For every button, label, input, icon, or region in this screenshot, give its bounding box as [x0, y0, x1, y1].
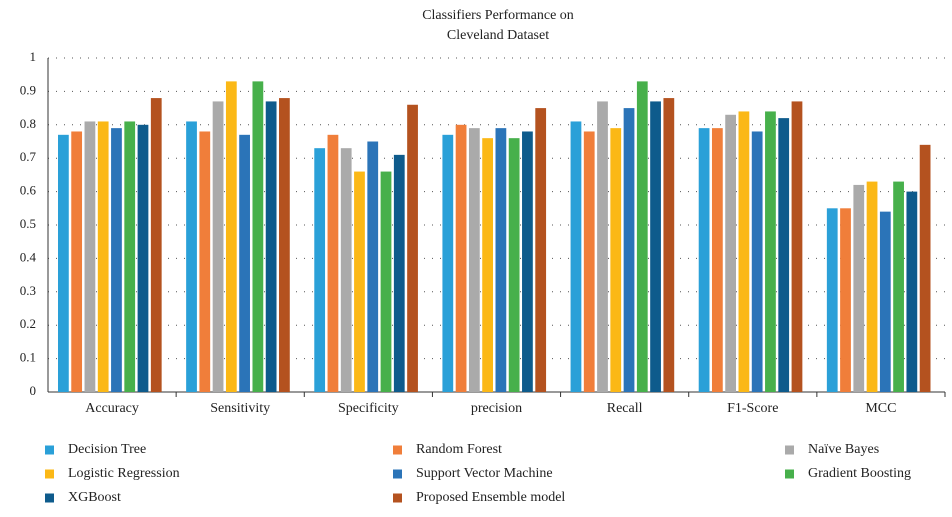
bar — [84, 121, 96, 393]
bar — [354, 171, 365, 392]
bar — [765, 111, 776, 392]
legend-swatch — [45, 469, 54, 479]
bar — [840, 208, 851, 392]
bar — [212, 101, 224, 393]
legend-label: Decision Tree — [68, 442, 146, 457]
x-tick-label: MCC — [865, 401, 896, 416]
chart-title: Classifiers Performance on — [422, 8, 574, 23]
bar — [279, 98, 290, 392]
bar — [738, 111, 750, 392]
bar — [866, 181, 878, 392]
legend-swatch — [45, 493, 54, 503]
y-tick-label: 0.6 — [20, 183, 37, 198]
y-tick-label: 0 — [30, 383, 37, 398]
bar — [778, 118, 790, 393]
legend-label: Naïve Bayes — [808, 442, 879, 457]
bar — [879, 211, 891, 392]
bar — [340, 148, 352, 392]
x-tick-label: Specificity — [338, 401, 399, 416]
bar — [455, 124, 467, 393]
x-tick-label: Accuracy — [85, 401, 139, 416]
legend-swatch — [785, 445, 794, 455]
bar — [495, 128, 507, 392]
bar — [508, 138, 520, 392]
bar — [252, 81, 264, 392]
bar — [650, 101, 661, 393]
bar — [698, 128, 710, 392]
bar — [111, 128, 122, 392]
bar — [239, 134, 250, 392]
bar — [186, 121, 197, 393]
y-tick-label: 0.9 — [20, 82, 36, 97]
legend-swatch — [393, 445, 402, 455]
bar — [610, 128, 622, 392]
y-tick-label: 0.3 — [20, 283, 36, 298]
legend-label: Proposed Ensemble model — [416, 490, 565, 505]
bar — [751, 131, 763, 393]
x-tick-label: Sensitivity — [210, 401, 270, 416]
bar — [535, 108, 547, 392]
bar — [826, 208, 838, 392]
x-tick-label: Recall — [607, 401, 643, 416]
bar — [71, 131, 83, 393]
bar — [380, 171, 392, 392]
legend-label: Gradient Boosting — [808, 466, 911, 481]
legend-swatch — [393, 493, 402, 503]
legend-label: XGBoost — [68, 490, 121, 505]
bar — [150, 98, 162, 392]
x-tick-label: F1-Score — [727, 401, 778, 416]
bar — [919, 144, 931, 392]
bar — [407, 104, 418, 392]
legend-swatch — [785, 469, 794, 479]
bar — [314, 148, 326, 392]
bar — [725, 114, 737, 392]
legend-swatch — [45, 445, 54, 455]
legend-swatch — [393, 469, 402, 479]
y-tick-label: 1 — [30, 49, 37, 64]
y-tick-label: 0.2 — [20, 316, 36, 331]
y-tick-label: 0.7 — [20, 149, 37, 164]
bar — [636, 81, 648, 392]
y-tick-label: 0.4 — [20, 249, 37, 264]
bar — [711, 128, 723, 392]
bar — [137, 124, 149, 393]
bar — [893, 181, 904, 392]
bar — [482, 138, 493, 392]
bar — [522, 131, 533, 393]
bar — [583, 131, 595, 393]
bar — [623, 108, 635, 392]
bar — [393, 154, 405, 392]
y-tick-label: 0.1 — [20, 350, 36, 365]
bar — [265, 101, 277, 393]
legend-label: Support Vector Machine — [416, 466, 553, 481]
bar — [791, 101, 803, 393]
bar — [906, 191, 918, 392]
bar — [663, 98, 675, 392]
bar — [570, 121, 582, 393]
y-tick-label: 0.8 — [20, 116, 36, 131]
legend-label: Random Forest — [416, 442, 502, 457]
bar — [58, 134, 69, 392]
bar — [597, 101, 608, 393]
bar — [97, 121, 109, 393]
y-tick-label: 0.5 — [20, 216, 36, 231]
bar — [327, 134, 339, 392]
bar — [442, 134, 454, 392]
bar — [199, 131, 211, 393]
bar — [853, 184, 865, 392]
bar — [367, 141, 379, 392]
legend-label: Logistic Regression — [68, 466, 180, 481]
chart-title: Cleveland Dataset — [447, 28, 549, 43]
bar — [225, 81, 237, 392]
x-tick-label: precision — [471, 401, 522, 416]
bar — [468, 128, 480, 392]
bar — [124, 121, 136, 393]
